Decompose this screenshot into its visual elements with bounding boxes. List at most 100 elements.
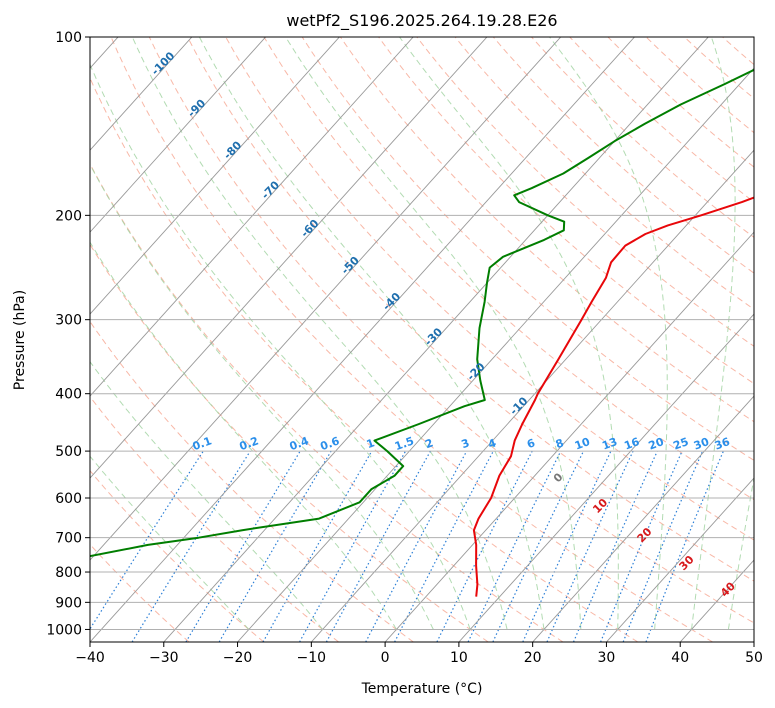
moist-adiabat-line: [398, 37, 619, 630]
mixing-ratio-label: 10: [573, 435, 592, 453]
mixing-ratio-label: 20: [647, 435, 666, 453]
mixing-ratio-label: 16: [622, 435, 641, 453]
x-tick-label: 50: [745, 650, 763, 666]
mixing-ratio-label: 1: [365, 436, 377, 451]
dry-adiabat-line: [416, 37, 754, 347]
isotherm-line: [90, 37, 562, 561]
x-tick-label: −10: [297, 650, 327, 666]
moist-adiabat-line: [90, 63, 471, 630]
y-tick-label: 1000: [46, 622, 82, 638]
mixing-ratio-label: 0.1: [191, 434, 214, 453]
dry-adiabat-line: [90, 543, 190, 642]
mixing-ratio-line: [546, 450, 634, 642]
y-tick-label: 500: [55, 444, 82, 460]
mixing-ratio-label: 36: [713, 435, 732, 453]
dry-adiabat-line: [225, 37, 754, 541]
moist-adiabat-line: [90, 455, 250, 630]
dry-adiabat-line: [90, 469, 265, 642]
isotherm-line: [384, 231, 754, 642]
x-tick-label: 10: [450, 650, 468, 666]
chart-title: wetPf2_S196.2025.264.19.28.E26: [286, 11, 557, 31]
dry-adiabat-line: [90, 162, 564, 642]
moist-adiabat-line: [548, 37, 668, 630]
isotherm-line: [90, 37, 488, 479]
moist-adiabat-line: [691, 37, 736, 630]
isotherm-line: [606, 477, 754, 642]
mixing-ratio-label: 6: [525, 436, 537, 451]
isotherm-line: [458, 313, 754, 642]
mixing-ratio-line: [572, 450, 658, 642]
y-tick-label: 200: [55, 208, 82, 224]
y-axis: 100 200 300 400 500 600 700 800 900 1000: [46, 30, 90, 638]
dry-adiabat-line: [90, 395, 339, 642]
moist-adiabat-line: [198, 37, 545, 630]
mixing-ratio-label: 0.2: [238, 434, 261, 453]
sounding-series: [90, 68, 754, 597]
y-tick-label: 300: [55, 313, 82, 329]
mixing-ratio-line: [90, 450, 204, 631]
x-tick-label: −30: [149, 650, 179, 666]
moist-adiabats: [90, 37, 754, 630]
x-axis: −40 −30 −20 −10 0 10 20 30 40 50: [75, 642, 763, 666]
mixing-ratio-label: 1.5: [393, 434, 416, 453]
moist-adiabat-line: [727, 475, 754, 630]
dry-adiabat-line: [148, 37, 754, 624]
isotherm-line: [90, 37, 414, 397]
mixing-ratio-line: [299, 450, 407, 642]
y-tick-label: 700: [55, 531, 82, 547]
moist-adiabat-line: [285, 37, 582, 630]
mixing-ratio-label: 2: [423, 436, 435, 451]
plot-frame: [89, 36, 755, 643]
dry-adiabat-line: [263, 37, 754, 501]
mixing-ratio-line: [325, 450, 431, 642]
x-tick-label: 20: [524, 650, 542, 666]
mixing-ratio-label: 30: [692, 435, 711, 453]
dry-adiabat-line: [90, 243, 489, 642]
y-tick-label: 800: [55, 565, 82, 581]
isotherms: [90, 37, 754, 642]
y-tick-label: 100: [55, 30, 82, 46]
dry-adiabats: [90, 37, 754, 642]
mixing-ratio-line: [436, 450, 533, 642]
x-tick-label: 40: [671, 650, 689, 666]
dewpoint-profile: [90, 68, 754, 558]
x-tick-label: −20: [223, 650, 253, 666]
dry-adiabat-line: [110, 37, 713, 642]
mixing-ratio-label: 4: [486, 436, 498, 451]
mixing-ratio-label: 25: [671, 435, 690, 452]
pressure-gridlines: [90, 37, 754, 630]
temperature-profile: [472, 196, 754, 597]
dry-adiabat-line: [301, 37, 754, 461]
mixing-ratio-label: 13: [600, 435, 619, 452]
isotherm-line: [310, 149, 754, 642]
mixing-ratio-line: [600, 450, 683, 642]
x-tick-label: −40: [75, 650, 105, 666]
y-axis-title: Pressure (hPa): [12, 290, 28, 390]
dry-adiabat-line: [90, 76, 639, 642]
reference-line-labels: 0.1 0.2 0.4 0.6 1 1.5 2 3 4 6 8 10 13 16 20 25 30 36-100-…: [149, 49, 738, 600]
mixing-ratio-label: 3: [460, 436, 472, 451]
isotherm-line: [90, 37, 267, 233]
mixing-ratio-line: [622, 450, 704, 642]
isotherm-line: [90, 37, 193, 151]
dry-adiabat-line: [377, 37, 754, 385]
x-axis-title: Temperature (°C): [361, 681, 483, 697]
dry-adiabat-line: [339, 37, 754, 423]
moist-adiabat-line: [90, 163, 434, 630]
mixing-ratio-label: 0.4: [288, 434, 311, 453]
x-tick-label: 30: [598, 650, 616, 666]
moist-adiabat-line: [90, 360, 323, 630]
isotherm-line: [237, 67, 754, 642]
y-tick-label: 600: [55, 491, 82, 507]
moist-adiabat-line: [131, 37, 508, 630]
isotherm-line: [532, 395, 754, 642]
x-tick-label: 0: [381, 650, 390, 666]
mixing-ratio-label: 0.6: [319, 434, 342, 453]
y-tick-label: 900: [55, 595, 82, 611]
isotherm-line: [163, 37, 709, 642]
mixing-ratio-line: [645, 450, 724, 642]
isotherm-line: [90, 37, 340, 315]
moist-adiabat-line: [90, 241, 397, 630]
